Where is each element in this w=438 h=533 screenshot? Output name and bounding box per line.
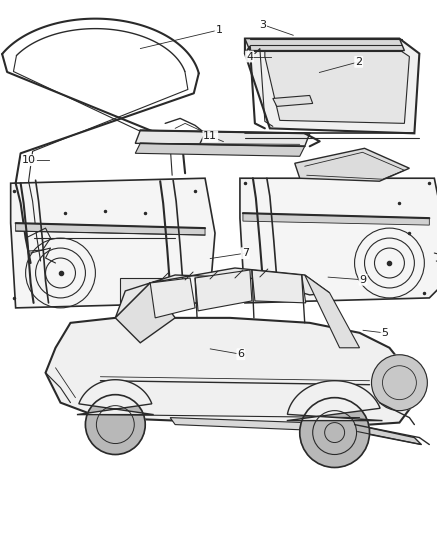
Text: 1: 1: [215, 25, 223, 35]
Text: 6: 6: [237, 349, 244, 359]
Polygon shape: [243, 213, 429, 225]
Polygon shape: [135, 131, 310, 147]
Text: 11: 11: [203, 131, 217, 141]
Polygon shape: [355, 425, 421, 445]
Polygon shape: [16, 223, 205, 235]
Polygon shape: [305, 275, 360, 348]
Text: 2: 2: [355, 57, 362, 67]
Polygon shape: [115, 283, 175, 343]
Polygon shape: [77, 379, 154, 415]
Circle shape: [300, 398, 370, 467]
Circle shape: [371, 355, 427, 410]
Polygon shape: [115, 268, 330, 318]
Polygon shape: [295, 148, 410, 181]
Circle shape: [85, 394, 145, 455]
Text: 3: 3: [259, 20, 266, 30]
Polygon shape: [195, 270, 252, 311]
Polygon shape: [252, 270, 306, 303]
Text: 7: 7: [242, 248, 249, 258]
Text: 4: 4: [246, 52, 253, 61]
Polygon shape: [150, 278, 195, 318]
Text: 5: 5: [381, 328, 389, 338]
Polygon shape: [240, 178, 438, 303]
Polygon shape: [287, 381, 382, 421]
Polygon shape: [245, 38, 404, 51]
Polygon shape: [245, 38, 419, 133]
Polygon shape: [135, 143, 305, 156]
Text: 10: 10: [22, 155, 36, 165]
Polygon shape: [265, 46, 410, 123]
Polygon shape: [170, 417, 367, 433]
Polygon shape: [120, 278, 165, 313]
Text: 9: 9: [360, 275, 367, 285]
Polygon shape: [11, 178, 215, 308]
Polygon shape: [46, 318, 414, 425]
Polygon shape: [273, 95, 313, 107]
